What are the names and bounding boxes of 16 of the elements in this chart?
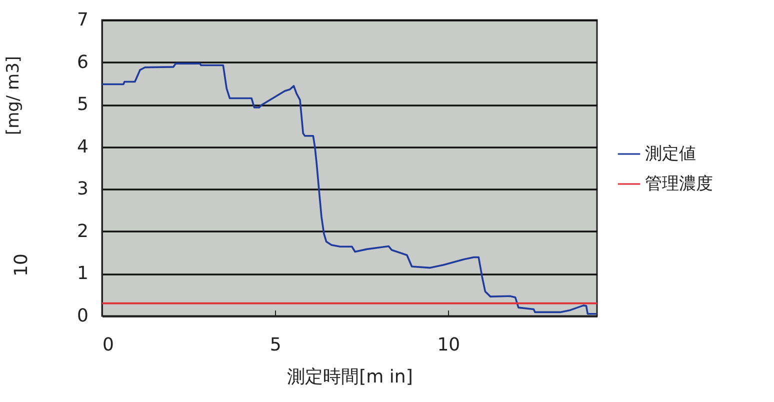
y-tick-label: 6 <box>77 52 88 73</box>
x-tick-label: 10 <box>437 334 460 356</box>
y-tick-label: 1 <box>77 263 88 284</box>
y-tick-label: 0 <box>77 306 88 326</box>
legend-label: 測定値 <box>645 144 696 164</box>
y-tick-label: 7 <box>77 10 88 30</box>
x-tick-label: 0 <box>102 334 114 356</box>
y-tick-label: 5 <box>77 94 88 116</box>
x-tick-label: 5 <box>270 334 282 356</box>
y-tick-label: 3 <box>77 178 88 200</box>
legend-label: 管理濃度 <box>645 174 713 194</box>
text: 10 <box>11 254 32 276</box>
y-tick-label: 2 <box>77 220 88 242</box>
y-axis-title: [mg/ m3] <box>4 56 24 136</box>
y-tick-label: 4 <box>77 136 88 158</box>
x-axis-title: 測定時間[m in] <box>287 366 413 388</box>
